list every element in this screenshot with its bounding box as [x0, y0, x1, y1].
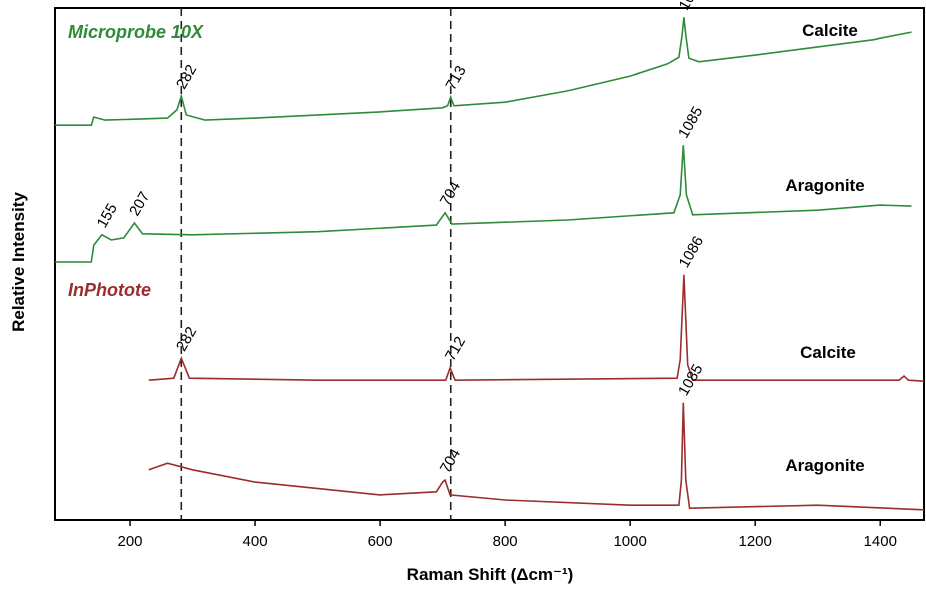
series-label: Calcite: [800, 343, 856, 362]
x-tick-label: 200: [118, 533, 143, 550]
spectrum-line: [55, 17, 912, 126]
group-label: InPhotote: [68, 280, 151, 300]
series-label: Aragonite: [785, 176, 864, 195]
spectrum-line: [148, 274, 925, 382]
x-tick-label: 1400: [864, 533, 897, 550]
x-tick-label: 800: [493, 533, 518, 550]
spectrum-line: [148, 402, 925, 511]
y-axis-title: Relative Intensity: [9, 192, 28, 332]
peak-label: 155: [94, 201, 121, 231]
peak-label: 207: [126, 189, 153, 219]
peak-label: 1086: [676, 233, 707, 270]
x-tick-label: 600: [368, 533, 393, 550]
group-label: Microprobe 10X: [68, 22, 204, 42]
peak-label: 704: [437, 179, 464, 209]
peak-label: 282: [173, 324, 200, 354]
series-label: Aragonite: [785, 456, 864, 475]
peak-label: 1086: [676, 0, 707, 13]
series-label: Calcite: [802, 21, 858, 40]
x-tick-label: 1200: [739, 533, 772, 550]
peak-label: 713: [442, 63, 469, 93]
x-axis-title: Raman Shift (Δcm⁻¹): [407, 565, 574, 584]
peak-label: 282: [173, 62, 200, 92]
spectrum-line: [55, 145, 912, 263]
peak-label: 1085: [675, 104, 706, 141]
x-tick-label: 400: [243, 533, 268, 550]
peak-label: 712: [442, 334, 469, 364]
peak-label: 704: [437, 446, 464, 476]
plot-frame: [54, 7, 925, 521]
x-tick-label: 1000: [613, 533, 646, 550]
